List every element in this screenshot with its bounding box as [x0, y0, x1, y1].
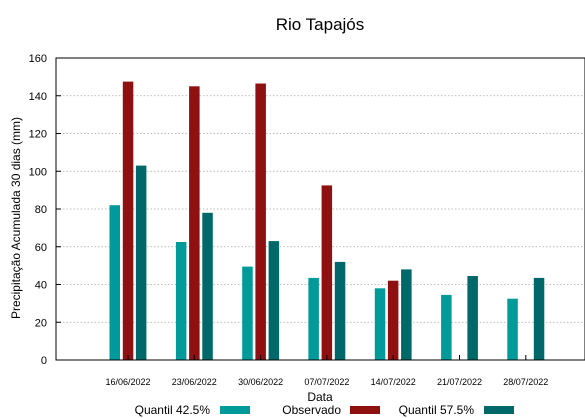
bar-quantil-57-5--5 [467, 276, 478, 360]
bar-quantil-57-5--3 [334, 261, 346, 360]
x-axis: 16/06/2022 23/06/2022 30/06/2022 07/07/2022… [105, 355, 548, 387]
bar-quantil-42-5--1 [175, 242, 187, 360]
x-tick-label: 30/06/2022 [238, 377, 283, 387]
bar-observado-2 [255, 83, 266, 360]
bar-observado-1 [189, 86, 200, 361]
bar-quantil-57-5--4 [401, 269, 412, 360]
chart-title: Rio Tapajós [276, 15, 365, 34]
y-tick-label: 80 [35, 204, 47, 216]
y-tick-label: 100 [29, 166, 47, 178]
bar-observado-0 [122, 81, 134, 360]
legend-label: Quantil 42.5% [135, 403, 211, 417]
x-tick-label: 23/06/2022 [172, 377, 217, 387]
bar-quantil-42-5--6 [507, 298, 518, 360]
legend-swatch [350, 406, 380, 414]
x-tick-label: 14/07/2022 [371, 377, 416, 387]
bar-quantil-57-5--0 [135, 165, 147, 360]
y-tick-label: 120 [29, 129, 47, 141]
legend-label: Quantil 57.5% [399, 403, 475, 417]
x-tick-label: 07/07/2022 [304, 377, 349, 387]
bar-quantil-42-5--5 [441, 294, 452, 360]
y-axis-label: Precipitação Acumulada 30 dias (mm) [9, 117, 23, 319]
y-tick-label: 0 [41, 355, 47, 367]
legend-label: Observado [282, 403, 341, 417]
bar-quantil-57-5--2 [268, 241, 280, 360]
bar-quantil-42-5--3 [308, 277, 319, 360]
y-tick-label: 20 [35, 317, 47, 329]
y-tick-label: 60 [35, 242, 47, 254]
legend-swatch [484, 406, 514, 414]
x-tick-label: 16/06/2022 [105, 377, 150, 387]
grid-lines [56, 95, 585, 323]
legend: Quantil 42.5% Observado Quantil 57.5% [135, 403, 514, 417]
bar-quantil-42-5--4 [374, 288, 386, 360]
y-tick-label: 140 [29, 91, 47, 103]
bar-observado-3 [321, 185, 333, 360]
legend-swatch [220, 406, 250, 414]
y-tick-label: 160 [29, 53, 47, 65]
bars [109, 81, 545, 361]
bar-quantil-42-5--2 [242, 266, 253, 360]
plot-frame [55, 57, 585, 361]
bar-quantil-57-5--6 [533, 277, 545, 360]
x-tick-label: 21/07/2022 [437, 377, 482, 387]
bar-quantil-57-5--1 [202, 212, 213, 360]
bar-quantil-42-5--0 [109, 205, 120, 360]
x-axis-label: Data [307, 390, 333, 404]
x-tick-label: 28/07/2022 [503, 377, 548, 387]
y-tick-label: 40 [35, 280, 47, 292]
bar-observado-4 [387, 280, 399, 360]
